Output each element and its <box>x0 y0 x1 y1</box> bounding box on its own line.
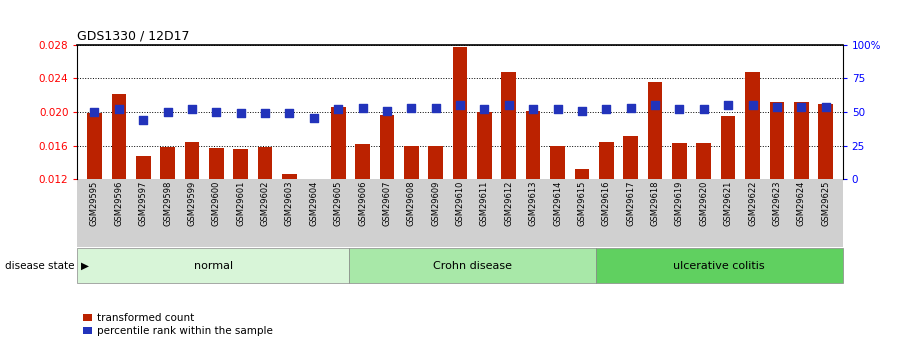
Point <box>648 103 662 108</box>
Bar <box>233 149 248 280</box>
Bar <box>745 72 760 280</box>
Bar <box>721 116 735 280</box>
Point <box>794 104 809 109</box>
Bar <box>575 169 589 280</box>
Text: Crohn disease: Crohn disease <box>433 261 512 270</box>
Point <box>428 105 443 111</box>
Bar <box>477 112 492 280</box>
Point <box>502 103 517 108</box>
Bar <box>87 114 102 280</box>
Point <box>697 107 711 112</box>
Point <box>770 104 784 109</box>
Bar <box>696 143 711 280</box>
Bar <box>672 143 687 280</box>
Point <box>721 103 735 108</box>
Point <box>355 105 370 111</box>
Text: normal: normal <box>194 261 233 270</box>
Bar <box>648 82 662 280</box>
Point <box>282 111 297 116</box>
Point <box>136 117 150 123</box>
Bar <box>185 142 200 280</box>
Bar <box>380 116 394 280</box>
Point <box>575 108 589 114</box>
Bar <box>623 136 638 280</box>
Bar <box>428 146 443 280</box>
Point <box>258 111 272 116</box>
Point <box>526 107 540 112</box>
Bar <box>404 146 419 280</box>
Bar <box>160 147 175 280</box>
Point <box>404 105 418 111</box>
Bar <box>818 104 833 280</box>
Point <box>233 111 248 116</box>
Point <box>306 115 321 120</box>
Point <box>623 105 638 111</box>
Point <box>185 107 200 112</box>
Bar <box>550 146 565 280</box>
Bar <box>599 141 614 280</box>
Bar <box>793 102 809 280</box>
Bar <box>526 111 540 280</box>
Bar <box>209 148 224 280</box>
Point <box>477 107 492 112</box>
Text: GDS1330 / 12D17: GDS1330 / 12D17 <box>77 29 189 42</box>
Bar <box>453 47 467 280</box>
Point <box>209 109 223 115</box>
Point <box>380 108 394 114</box>
Text: disease state  ▶: disease state ▶ <box>5 261 88 270</box>
Bar <box>306 179 322 280</box>
Point <box>87 109 102 115</box>
Bar <box>136 156 150 280</box>
Point <box>745 103 760 108</box>
Bar <box>355 144 370 280</box>
Bar <box>501 72 517 280</box>
Bar <box>111 95 127 280</box>
Point <box>672 107 687 112</box>
Point <box>550 107 565 112</box>
Point <box>453 103 467 108</box>
Point <box>331 107 345 112</box>
Legend: transformed count, percentile rank within the sample: transformed count, percentile rank withi… <box>83 313 273 336</box>
Point <box>111 107 126 112</box>
Bar <box>331 107 345 280</box>
Bar <box>770 102 784 280</box>
Bar <box>258 147 272 280</box>
Bar <box>282 174 297 280</box>
Point <box>160 109 175 115</box>
Text: ulcerative colitis: ulcerative colitis <box>673 261 765 270</box>
Point <box>599 107 614 112</box>
Point <box>818 104 833 109</box>
